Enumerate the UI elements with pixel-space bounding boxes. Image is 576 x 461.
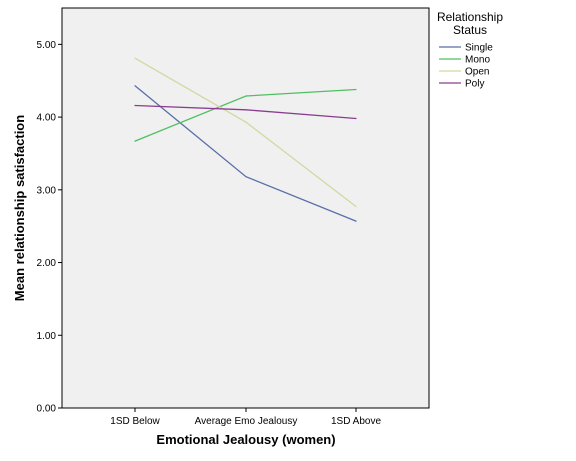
legend-label-mono: Mono: [465, 55, 490, 66]
x-tick-label: 1SD Below: [110, 416, 160, 427]
data-point-mono: [134, 140, 136, 142]
data-point-single: [355, 220, 357, 222]
x-tick-label: Average Emo Jealousy: [195, 416, 298, 427]
legend-title-line1: Relationship: [437, 10, 503, 24]
data-point-poly: [355, 117, 357, 120]
legend-label-poly: Poly: [465, 79, 484, 90]
data-point-single: [245, 176, 247, 178]
data-point-mono: [355, 88, 357, 91]
data-point-open: [245, 121, 247, 123]
legend-label-open: Open: [465, 67, 489, 78]
y-tick-label: 3.00: [37, 185, 57, 196]
legend-title-line2: Status: [453, 23, 487, 37]
data-point-open: [355, 205, 357, 208]
y-axis-ticks: 0.00 1.00 2.00 3.00 4.00 5.00: [37, 40, 62, 415]
y-tick-label: 4.00: [37, 113, 57, 124]
data-point-mono: [245, 95, 247, 97]
y-tick-label: 5.00: [37, 40, 57, 51]
y-tick-label: 1.00: [37, 331, 57, 342]
x-tick-label: 1SD Above: [331, 416, 381, 427]
data-point-open: [134, 57, 136, 59]
x-axis-title: Emotional Jealousy (women): [156, 432, 335, 447]
y-tick-label: 2.00: [37, 258, 57, 269]
data-point-poly: [134, 104, 136, 107]
x-axis-ticks: 1SD Below Average Emo Jealousy 1SD Above: [110, 408, 381, 427]
y-tick-label: 0.00: [37, 404, 57, 415]
legend-label-single: Single: [465, 43, 493, 54]
series-lines: [134, 57, 357, 222]
data-point-single: [134, 85, 136, 87]
data-point-poly: [245, 109, 247, 111]
plot-background: [61, 7, 430, 409]
y-axis-title: Mean relationship satisfaction: [12, 115, 27, 301]
